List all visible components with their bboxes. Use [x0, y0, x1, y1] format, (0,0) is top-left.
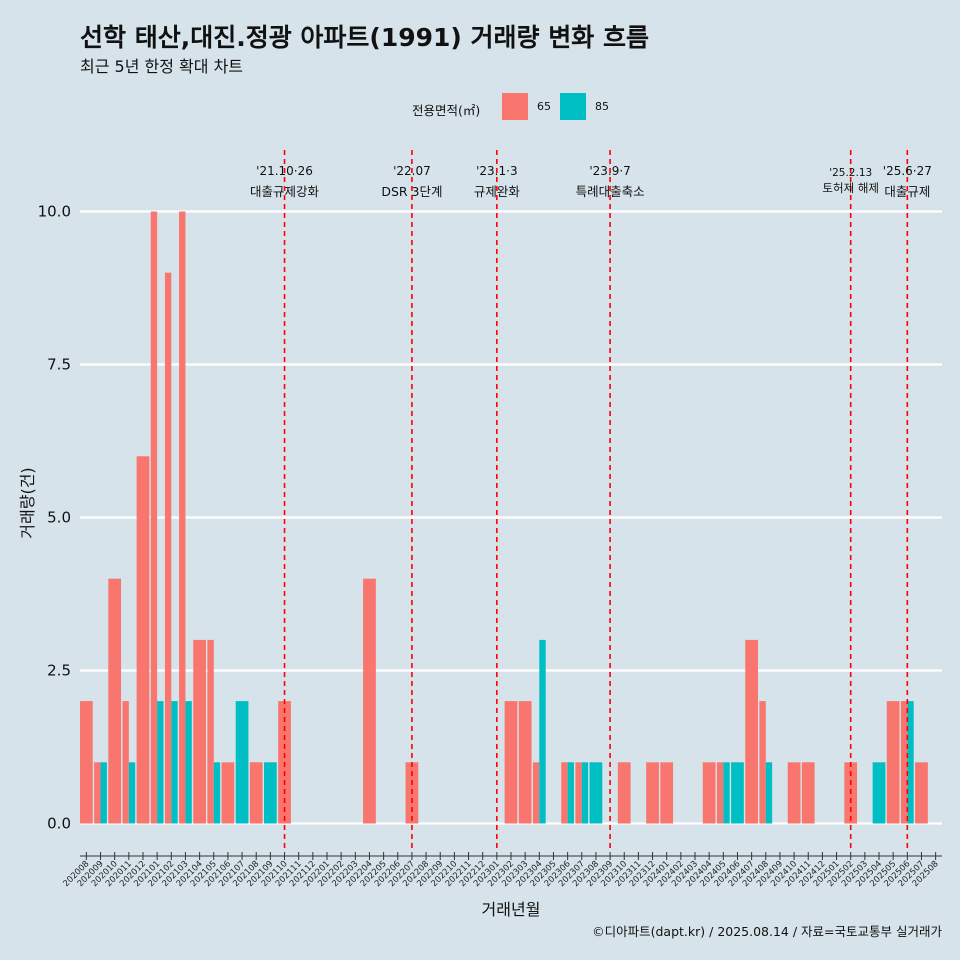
- bar-65: [617, 762, 631, 824]
- y-axis: 0.0 2.5 5.0 7.5 10.0: [38, 203, 71, 833]
- bar-85: [589, 762, 603, 824]
- bar-85: [264, 762, 277, 824]
- bar-65: [164, 272, 172, 824]
- bar-85: [213, 762, 221, 824]
- bar-85: [128, 762, 136, 824]
- bar-65: [150, 211, 158, 824]
- bar-65: [646, 762, 659, 824]
- bar-65: [660, 762, 674, 824]
- annotation-date: '21.10·26: [256, 164, 313, 178]
- bar-65: [575, 762, 582, 824]
- bar-65: [745, 639, 758, 824]
- bar-65: [179, 211, 186, 824]
- annotation-text: 대출규제: [884, 184, 930, 199]
- legend-key-65: [502, 93, 528, 120]
- bar-65: [801, 762, 815, 824]
- y-tick-label: 5.0: [47, 509, 71, 527]
- annotations: '21.10·26 대출규제강화 '22.07 DSR 3단계 '23.1·3 규제완화 '…: [250, 164, 932, 199]
- bar-65: [886, 701, 900, 824]
- bar-65: [94, 762, 101, 824]
- annotation-text: 규제완화: [474, 184, 521, 199]
- x-axis: 2020082020092020102020112020122021012021…: [61, 852, 942, 889]
- annotation-date: '23.1·3: [476, 164, 517, 178]
- bar-65: [518, 701, 532, 824]
- legend-label-85: 85: [595, 100, 609, 113]
- bar-85: [171, 701, 178, 824]
- bar-65: [136, 456, 150, 824]
- bar-85: [731, 762, 744, 824]
- legend-label-65: 65: [537, 100, 551, 113]
- bar-85: [581, 762, 589, 824]
- bar-65: [532, 762, 540, 824]
- bar-85: [723, 762, 730, 824]
- legend-key-85: [560, 93, 586, 120]
- bar-65: [80, 701, 93, 824]
- chart-title: 선학 태산,대진.정광 아파트(1991) 거래량 변화 흐름: [80, 23, 649, 52]
- bar-65: [108, 578, 122, 824]
- bar-65: [122, 701, 129, 824]
- y-tick-label: 0.0: [47, 815, 71, 833]
- bar-65: [759, 701, 766, 824]
- bar-65: [900, 701, 908, 824]
- y-tick-label: 10.0: [38, 203, 71, 221]
- annotation-text: DSR 3단계: [381, 184, 442, 199]
- caption: ©디아파트(dapt.kr) / 2025.08.14 / 자료=국토교통부 실…: [592, 924, 942, 939]
- annotation-date: '25.2.13: [829, 167, 872, 179]
- bar-85: [100, 762, 107, 824]
- bar-65: [702, 762, 716, 824]
- event-lines: [283, 150, 909, 850]
- x-axis-label: 거래년월: [482, 900, 541, 919]
- bars: [80, 211, 928, 824]
- bar-65: [787, 762, 801, 824]
- bar-85: [567, 762, 574, 824]
- bar-65: [363, 578, 376, 824]
- y-tick-label: 7.5: [47, 356, 71, 374]
- bar-85: [765, 762, 773, 824]
- bar-85: [235, 701, 249, 824]
- annotation-text: 토허제 해제: [822, 181, 879, 195]
- bar-65: [561, 762, 568, 824]
- bar-65: [207, 639, 214, 824]
- bar-65: [504, 701, 518, 824]
- annotation-text: 특례대출축소: [576, 184, 645, 199]
- legend-title: 전용면적(㎡): [412, 103, 481, 118]
- annotation-date: '22.07: [393, 164, 431, 178]
- bar-85: [539, 639, 546, 824]
- annotation-text: 대출규제강화: [250, 184, 320, 199]
- bar-65: [915, 762, 928, 824]
- chart-subtitle: 최근 5년 한정 확대 차트: [80, 57, 244, 76]
- legend: 전용면적(㎡) 65 85: [0, 92, 960, 122]
- y-tick-label: 2.5: [47, 662, 71, 680]
- annotation-date: '23.9·7: [589, 164, 630, 178]
- bar-65: [193, 639, 206, 824]
- bar-85: [157, 701, 164, 824]
- bar-85: [907, 701, 914, 824]
- y-axis-label: 거래량(건): [18, 467, 37, 538]
- bar-65: [249, 762, 263, 824]
- bar-65: [716, 762, 724, 824]
- annotation-date: '25.6·27: [883, 164, 932, 178]
- bar-85: [185, 701, 192, 824]
- bar-85: [872, 762, 886, 824]
- bar-65: [221, 762, 235, 824]
